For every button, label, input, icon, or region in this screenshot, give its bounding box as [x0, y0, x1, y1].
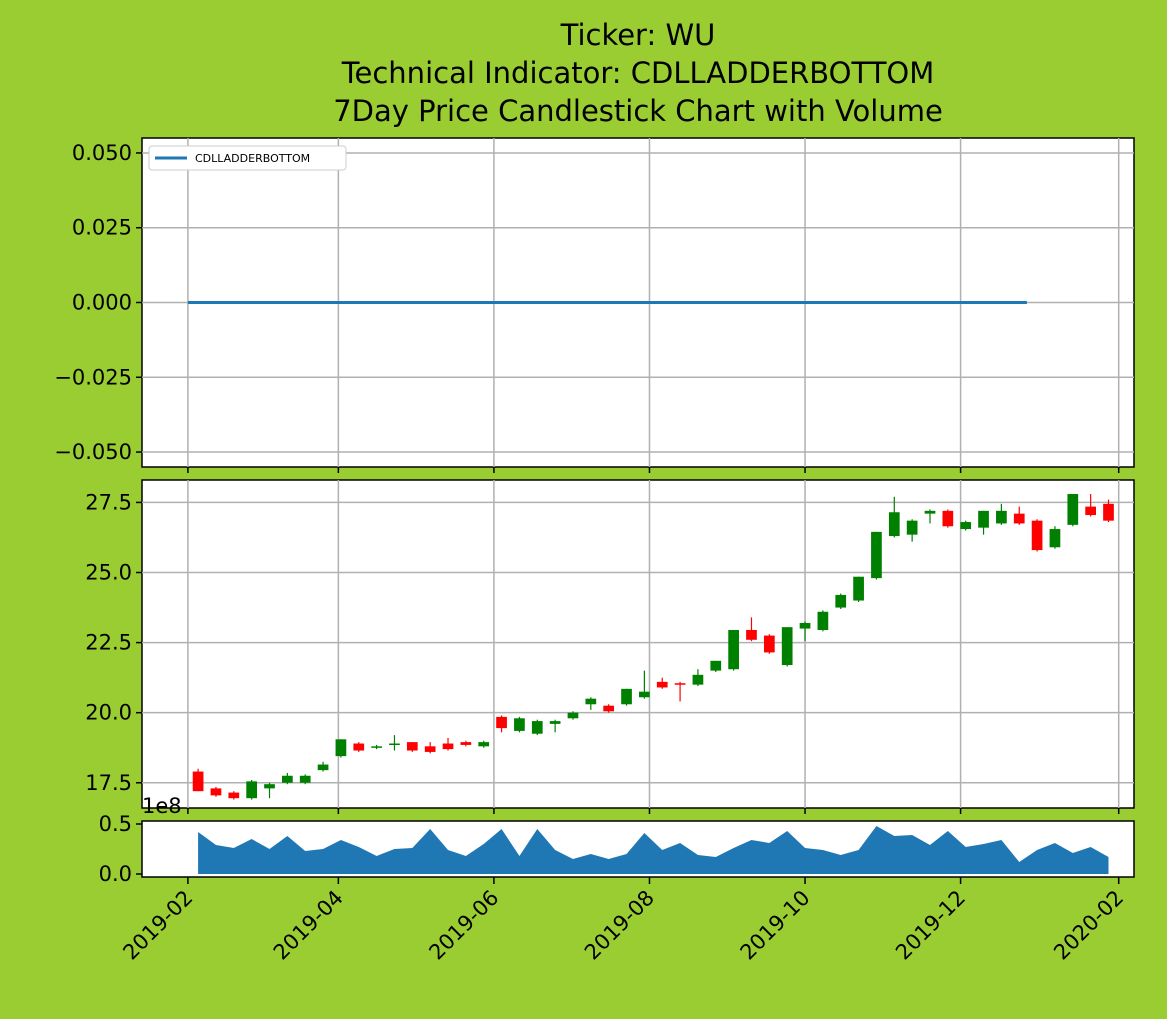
candle-body-down	[353, 743, 365, 751]
price-candles	[192, 494, 1114, 800]
volume-area	[198, 826, 1109, 874]
y-tick-label: 0.000	[72, 291, 132, 315]
candle-body-up	[781, 627, 793, 666]
candle-body-up	[835, 594, 847, 608]
y-tick-label: 27.5	[85, 490, 132, 514]
candle-body-up	[514, 718, 525, 731]
candle-body-up	[960, 522, 972, 530]
x-tick-label: 2019-08	[580, 886, 659, 965]
y-tick-label: 0.0	[99, 862, 132, 886]
candle-body-up	[317, 764, 329, 771]
candle-body-down	[496, 716, 507, 729]
y-tick-label: 0.050	[72, 141, 132, 165]
candle-body-up	[549, 721, 561, 724]
price-plot-area	[141, 479, 1135, 809]
title-line-subtitle: 7Day Price Candlestick Chart with Volume	[333, 94, 943, 128]
candle-body-up	[871, 531, 882, 579]
candle-body-up	[371, 746, 382, 748]
candle-body-down	[424, 746, 436, 752]
candle-body-up	[978, 510, 989, 528]
candle-body-up	[639, 691, 650, 698]
candle-body-down	[656, 681, 668, 688]
candle-body-down	[674, 683, 686, 685]
candle-body-up	[335, 739, 347, 757]
candle-body-up	[799, 622, 811, 629]
x-tick-label: 2019-04	[269, 886, 348, 965]
candle-body-up	[888, 512, 900, 537]
candle-body-up	[264, 784, 275, 789]
candle-body-up	[1049, 529, 1061, 548]
volume-panel: 0.5 0.0 1e8	[99, 794, 1135, 886]
legend-box	[148, 145, 347, 171]
indicator-panel: 0.050 0.025 0.000 −0.025 −0.050 CDLLADDERBOT…	[54, 137, 1135, 473]
x-tick-label: 2019-06	[424, 886, 503, 965]
candle-body-up	[817, 611, 829, 630]
candle-body-up	[567, 712, 579, 719]
candle-body-down	[1031, 520, 1043, 551]
candle-body-up	[853, 576, 864, 601]
x-tick-label: 2019-10	[736, 886, 815, 965]
candle-body-up	[924, 510, 936, 514]
candle-body-up	[1067, 494, 1079, 525]
candle-body-up	[299, 775, 311, 783]
candle-body-up	[585, 698, 597, 705]
candle-body-up	[246, 781, 258, 799]
y-tick-label: 0.025	[72, 216, 132, 240]
volume-y-axis: 0.5 0.0	[99, 812, 142, 886]
x-tick-label: 2019-02	[118, 886, 197, 965]
title-line-ticker: Ticker: WU	[560, 18, 716, 52]
candle-body-up	[996, 510, 1007, 524]
x-axis: 2019-02 2019-04 2019-06 2019-08 2019-10 2019-…	[118, 877, 1128, 965]
volume-offset-label: 1e8	[142, 794, 182, 818]
candle-body-down	[1013, 513, 1025, 524]
candle-body-down	[1103, 503, 1114, 521]
y-tick-label: 20.0	[85, 701, 132, 725]
candle-body-up	[906, 520, 918, 535]
candle-body-up	[478, 742, 490, 747]
candle-body-down	[603, 705, 615, 712]
chart-title: Ticker: WU Technical Indicator: CDLLADDE…	[333, 18, 943, 128]
candle-body-up	[621, 688, 632, 705]
indicator-legend: CDLLADDERBOTTOM	[148, 145, 347, 171]
candle-body-up	[710, 660, 722, 671]
x-tick-label: 2020-02	[1049, 886, 1128, 965]
y-tick-label: 0.5	[99, 812, 132, 836]
indicator-y-axis: 0.050 0.025 0.000 −0.025 −0.050	[54, 141, 142, 464]
legend-label-cdlladderbottom: CDLLADDERBOTTOM	[195, 152, 310, 165]
candle-body-down	[1085, 506, 1097, 516]
candle-body-down	[228, 792, 240, 799]
candle-body-up	[531, 721, 543, 734]
price-y-axis: 27.5 25.0 22.5 20.0 17.5	[85, 490, 142, 795]
x-tick-label: 2019-12	[891, 886, 970, 965]
title-line-indicator: Technical Indicator: CDLLADDERBOTTOM	[341, 56, 935, 90]
candle-body-down	[406, 742, 418, 751]
y-tick-label: 17.5	[85, 771, 132, 795]
candle-body-down	[942, 510, 954, 527]
candle-body-down	[460, 742, 472, 745]
candle-body-down	[442, 743, 454, 750]
candle-body-down	[192, 771, 204, 792]
price-panel: 27.5 25.0 22.5 20.0 17.5	[85, 479, 1135, 814]
y-tick-label: −0.050	[54, 440, 132, 464]
candle-body-down	[210, 788, 222, 796]
candle-body-down	[746, 629, 757, 640]
candle-body-up	[282, 775, 293, 783]
candle-body-up	[692, 674, 704, 685]
y-tick-label: −0.025	[54, 365, 132, 389]
volume-fill	[198, 826, 1109, 874]
candle-body-up	[728, 629, 739, 670]
candle-body-up	[389, 743, 400, 746]
y-tick-label: 25.0	[85, 561, 132, 585]
y-tick-label: 22.5	[85, 631, 132, 655]
candle-body-down	[763, 635, 775, 653]
